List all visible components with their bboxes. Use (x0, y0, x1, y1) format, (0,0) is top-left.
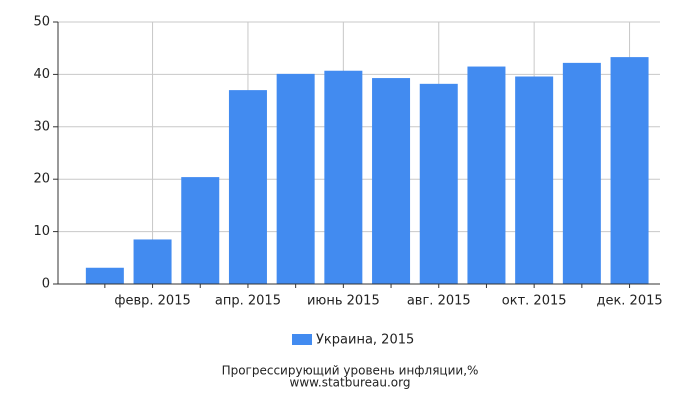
x-tick-label: дек. 2015 (596, 294, 662, 309)
y-tick-label: 50 (33, 15, 50, 30)
x-tick-label: авг. 2015 (407, 294, 471, 309)
y-tick-label: 0 (42, 277, 50, 292)
bar (133, 239, 172, 284)
bar (276, 73, 315, 284)
x-tick-label: апр. 2015 (215, 294, 281, 309)
y-tick-label: 30 (33, 119, 50, 134)
bar (419, 83, 458, 284)
y-tick-label: 40 (33, 67, 50, 82)
source: www.statbureau.org (290, 376, 411, 390)
x-tick-label: окт. 2015 (502, 294, 567, 309)
x-tick-label: февр. 2015 (114, 294, 190, 309)
bar (181, 177, 220, 284)
bar (562, 62, 601, 284)
y-tick-label: 20 (33, 172, 50, 187)
bar (610, 57, 649, 284)
legend-label: Украина, 2015 (316, 333, 414, 348)
bar (324, 70, 363, 285)
bar (85, 267, 124, 284)
bar (515, 76, 554, 284)
chart-title: Прогрессирующий уровень инфляции,% (222, 364, 479, 378)
bar (467, 66, 506, 284)
y-tick-label: 10 (33, 224, 50, 239)
bar (372, 78, 411, 285)
legend-swatch (292, 334, 312, 345)
x-tick-label: июнь 2015 (307, 294, 380, 309)
bars (85, 57, 649, 285)
bar (228, 90, 267, 285)
